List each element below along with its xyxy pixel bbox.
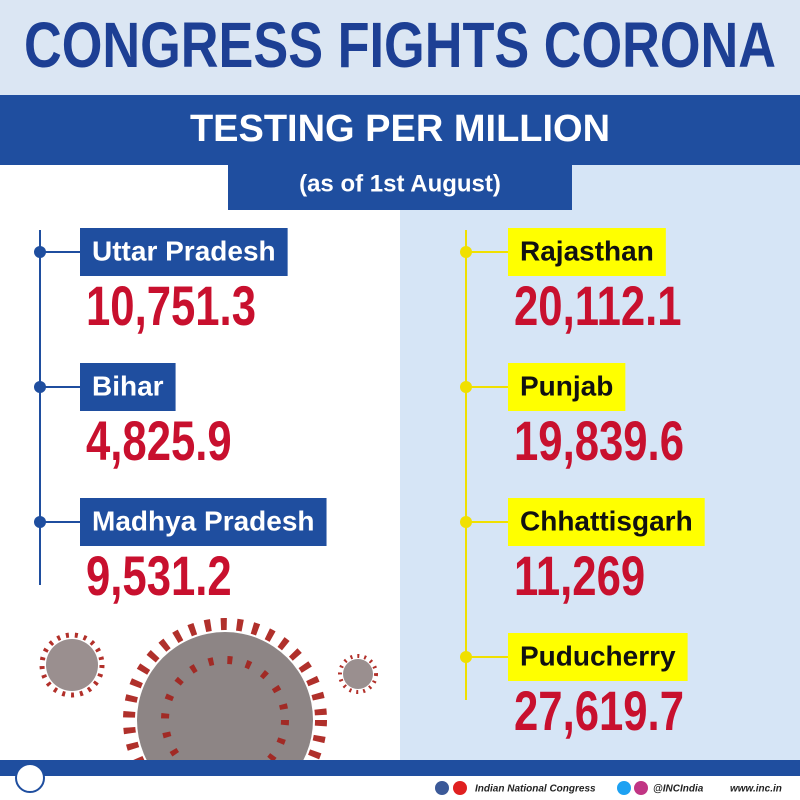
party-name: Indian National Congress — [475, 784, 596, 795]
state-name: Punjab — [520, 370, 613, 401]
state-name: Chhattisgarh — [520, 505, 693, 536]
testing-value: 9,531.2 — [86, 545, 232, 607]
footer — [0, 776, 800, 800]
handle: @INCIndia — [653, 784, 704, 795]
state-label-box — [508, 363, 626, 411]
instagram-icon — [634, 781, 648, 795]
testing-value: 27,619.7 — [514, 680, 684, 742]
state-label-box — [80, 228, 288, 276]
state-name: Rajasthan — [520, 235, 654, 266]
testing-value: 4,825.9 — [86, 410, 232, 472]
date: (as of 1st August) — [299, 170, 501, 197]
virus-illustration — [39, 618, 378, 800]
facebook-icon — [435, 781, 449, 795]
state-label-box — [508, 633, 688, 681]
footer-band — [0, 760, 800, 776]
title: CONGRESS FIGHTS CORONA — [24, 9, 776, 81]
state-label-box — [80, 363, 176, 411]
state-name: Madhya Pradesh — [92, 505, 315, 536]
state-name: Puducherry — [520, 640, 676, 671]
testing-value: 10,751.3 — [86, 275, 256, 337]
subtitle: TESTING PER MILLION — [190, 108, 610, 150]
state-label-box — [508, 498, 705, 546]
state-label-box — [508, 228, 666, 276]
testing-value: 19,839.6 — [514, 410, 684, 472]
state-label-box — [80, 498, 327, 546]
twitter-icon — [617, 781, 631, 795]
youtube-icon — [453, 781, 467, 795]
logo — [15, 763, 45, 793]
date-box — [228, 160, 572, 210]
testing-value: 20,112.1 — [514, 275, 682, 337]
testing-value: 11,269 — [514, 545, 645, 607]
items: Uttar Pradesh 10,751.3 Bihar 4,825.9 Madhya … — [34, 228, 705, 742]
state-name: Bihar — [92, 370, 164, 401]
state-name: Uttar Pradesh — [92, 235, 276, 266]
website: www.inc.in — [730, 784, 782, 795]
subtitle-band — [0, 95, 800, 165]
